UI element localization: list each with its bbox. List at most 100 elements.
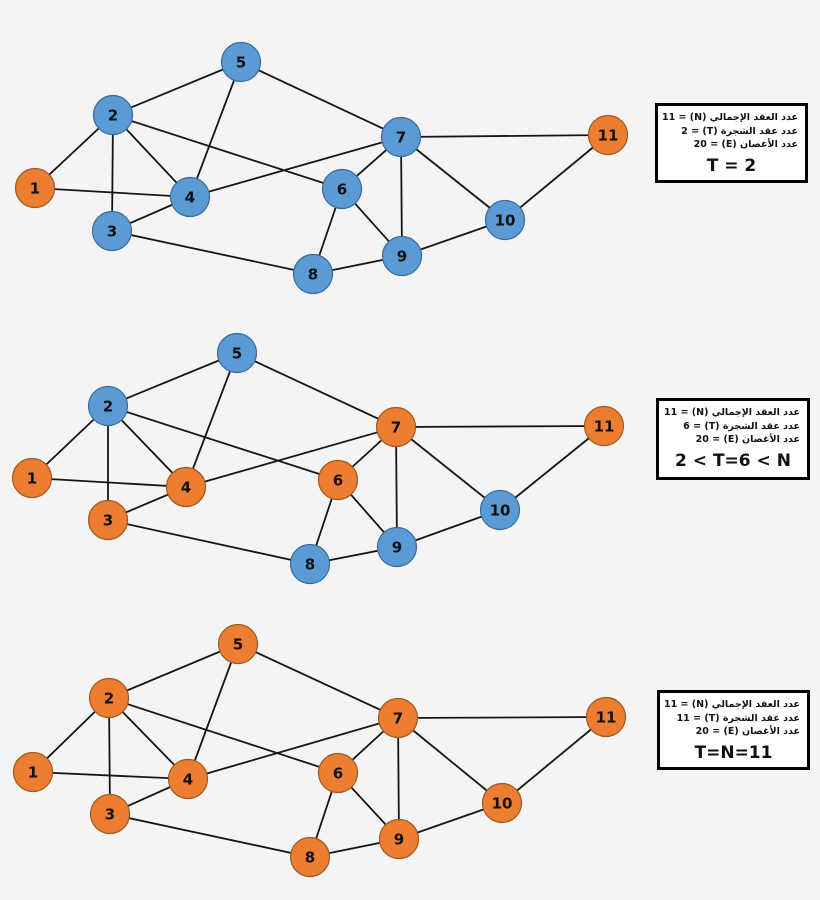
- node-9-tree: [378, 818, 420, 860]
- edge-3-8: [109, 813, 311, 858]
- node-1-tree: [11, 457, 53, 499]
- edge-4-7: [187, 717, 399, 780]
- edge-2-5: [112, 61, 242, 116]
- edge-7-10: [395, 426, 501, 511]
- node-4: [169, 176, 211, 218]
- edge-2-5: [107, 352, 238, 407]
- node-10-tree: [481, 782, 523, 824]
- node-label-5: 5: [232, 345, 242, 363]
- node-6-tree: [317, 752, 359, 794]
- node-label-10: 10: [492, 795, 513, 813]
- node-label-2: 2: [104, 690, 114, 708]
- node-label-7: 7: [391, 419, 401, 437]
- edge-5-7: [240, 61, 402, 138]
- node-2-tree: [88, 677, 130, 719]
- total-nodes-line: عدد العقد الإجمالي (N) = 11: [663, 407, 800, 418]
- node-6-tree: [317, 459, 359, 501]
- node-3-tree: [87, 499, 129, 541]
- node-label-2: 2: [103, 398, 113, 416]
- node-label-10: 10: [495, 212, 516, 230]
- edge-10-11: [501, 716, 607, 804]
- node-9: [381, 235, 423, 277]
- info-box-t6: عدد العقد الإجمالي (N) = 11 عدد عقد الشج…: [656, 398, 810, 480]
- node-5: [220, 41, 262, 83]
- edge-4-5: [187, 643, 239, 780]
- node-label-1: 1: [30, 180, 40, 198]
- node-6: [321, 168, 363, 210]
- node-label-2: 2: [108, 107, 118, 125]
- node-2: [87, 385, 129, 427]
- edge-4-5: [189, 61, 242, 198]
- node-label-8: 8: [308, 266, 318, 284]
- edge-4-5: [185, 352, 238, 488]
- edge-5-7: [236, 352, 397, 428]
- info-box-t11: عدد العقد الإجمالي (N) = 11 عدد عقد الشج…: [657, 690, 810, 770]
- node-label-4: 4: [183, 771, 193, 789]
- edge-2-6: [108, 697, 339, 774]
- node-label-7: 7: [393, 710, 403, 728]
- node-label-8: 8: [305, 556, 315, 574]
- formula-text: 2 < T=6 < N: [675, 450, 791, 471]
- tree-nodes-line: عدد عقد الشجرة (T) = 11: [676, 712, 800, 724]
- tree-nodes-line: عدد عقد الشجرة (T) = 6: [683, 420, 800, 432]
- node-10: [479, 489, 521, 531]
- node-label-10: 10: [490, 502, 511, 520]
- node-label-7: 7: [396, 129, 406, 147]
- node-1-tree: [12, 751, 54, 793]
- edge-count-line: عدد الأغصان (E) = 20: [693, 139, 798, 150]
- edge-7-11: [395, 425, 605, 428]
- node-4-tree: [165, 466, 207, 508]
- edge-4-7: [189, 136, 402, 198]
- edge-count-line: عدد الأغصان (E) = 20: [695, 726, 800, 737]
- total-nodes-line: عدد العقد الإجمالي (N) = 11: [663, 699, 800, 710]
- formula-text: T = 2: [706, 155, 757, 176]
- edge-7-10: [400, 136, 506, 221]
- node-7-tree: [377, 697, 419, 739]
- node-3: [91, 210, 133, 252]
- edge-7-9: [397, 717, 400, 840]
- node-4-tree: [167, 758, 209, 800]
- info-box-t2: عدد العقد الإجمالي (N) = 11 عدد عقد الشج…: [655, 103, 808, 183]
- node-8: [292, 253, 334, 295]
- node-label-4: 4: [181, 479, 191, 497]
- edge-1-4: [31, 477, 187, 488]
- edge-5-7: [237, 643, 399, 719]
- node-1-tree: [14, 167, 56, 209]
- node-label-5: 5: [233, 636, 243, 654]
- node-11-tree: [587, 114, 629, 156]
- node-10: [484, 199, 526, 241]
- edge-7-10: [397, 717, 503, 804]
- node-2: [92, 94, 134, 136]
- node-7: [380, 116, 422, 158]
- edge-2-6: [112, 114, 343, 190]
- edge-2-6: [107, 405, 339, 481]
- edge-7-11: [400, 134, 609, 138]
- node-label-8: 8: [305, 849, 315, 867]
- node-label-6: 6: [333, 472, 343, 490]
- node-label-5: 5: [236, 54, 246, 72]
- edge-7-11: [397, 716, 607, 719]
- node-label-6: 6: [337, 181, 347, 199]
- edge-3-8: [111, 230, 314, 275]
- node-label-11: 11: [598, 127, 619, 145]
- edge-2-5: [108, 643, 239, 699]
- node-label-9: 9: [394, 831, 404, 849]
- node-label-3: 3: [103, 512, 113, 530]
- edge-10-11: [504, 134, 609, 221]
- node-label-6: 6: [333, 765, 343, 783]
- node-label-1: 1: [27, 470, 37, 488]
- node-11-tree: [583, 405, 625, 447]
- node-5-tree: [217, 623, 259, 665]
- node-label-9: 9: [392, 539, 402, 557]
- node-label-1: 1: [28, 764, 38, 782]
- node-3-tree: [89, 793, 131, 835]
- node-9: [376, 526, 418, 568]
- graph-t6: 1 2 3 4 5 6 7 8 9 10 11: [11, 332, 625, 585]
- edge-3-8: [107, 519, 311, 565]
- node-11-tree: [585, 696, 627, 738]
- formula-text: T=N=11: [694, 742, 773, 763]
- node-label-3: 3: [107, 223, 117, 241]
- node-7-tree: [375, 406, 417, 448]
- node-5: [216, 332, 258, 374]
